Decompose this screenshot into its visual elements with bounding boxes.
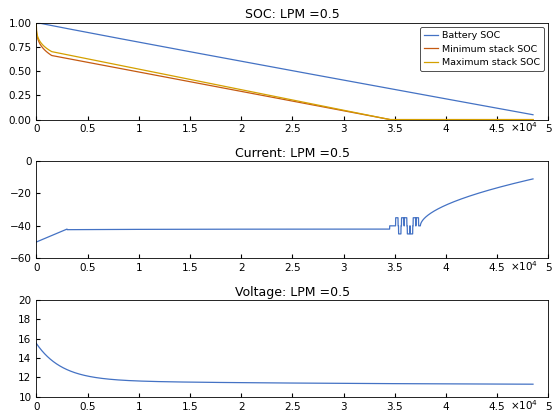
Line: Maximum stack SOC: Maximum stack SOC <box>36 23 533 120</box>
Battery SOC <box>130 39 137 44</box>
Maximum stack SOC <box>503 117 510 122</box>
Maximum stack SOC <box>130 66 137 71</box>
Minimum stack SOC <box>276 96 282 101</box>
Battery SOC <box>63 26 69 31</box>
Minimum stack SOC <box>386 117 393 122</box>
Minimum stack SOC <box>35 39 42 44</box>
Maximum stack SOC <box>386 117 393 122</box>
Title: Voltage: LPM =0.5: Voltage: LPM =0.5 <box>235 286 350 299</box>
Minimum stack SOC <box>130 68 137 74</box>
Line: Battery SOC: Battery SOC <box>36 23 533 115</box>
Title: Current: LPM =0.5: Current: LPM =0.5 <box>235 147 350 160</box>
Battery SOC <box>54 24 60 29</box>
Maximum stack SOC <box>276 95 282 100</box>
Maximum stack SOC <box>35 36 42 41</box>
Text: $\times10^4$: $\times10^4$ <box>510 259 538 273</box>
Minimum stack SOC <box>503 117 510 122</box>
Text: $\times10^4$: $\times10^4$ <box>510 398 538 412</box>
Title: SOC: LPM =0.5: SOC: LPM =0.5 <box>245 8 340 21</box>
Battery SOC <box>530 112 536 117</box>
Maximum stack SOC <box>530 117 536 122</box>
Battery SOC <box>276 66 282 71</box>
Minimum stack SOC <box>63 56 69 61</box>
Line: Minimum stack SOC: Minimum stack SOC <box>36 23 533 120</box>
Battery SOC <box>503 108 510 113</box>
Maximum stack SOC <box>54 50 60 55</box>
Legend: Battery SOC, Minimum stack SOC, Maximum stack SOC: Battery SOC, Minimum stack SOC, Maximum … <box>420 27 544 71</box>
Battery SOC <box>35 21 42 26</box>
Minimum stack SOC <box>54 54 60 59</box>
Text: $\times10^4$: $\times10^4$ <box>510 121 538 134</box>
Minimum stack SOC <box>33 20 40 25</box>
Maximum stack SOC <box>63 52 69 57</box>
Battery SOC <box>33 20 40 25</box>
Maximum stack SOC <box>33 20 40 25</box>
Minimum stack SOC <box>530 117 536 122</box>
